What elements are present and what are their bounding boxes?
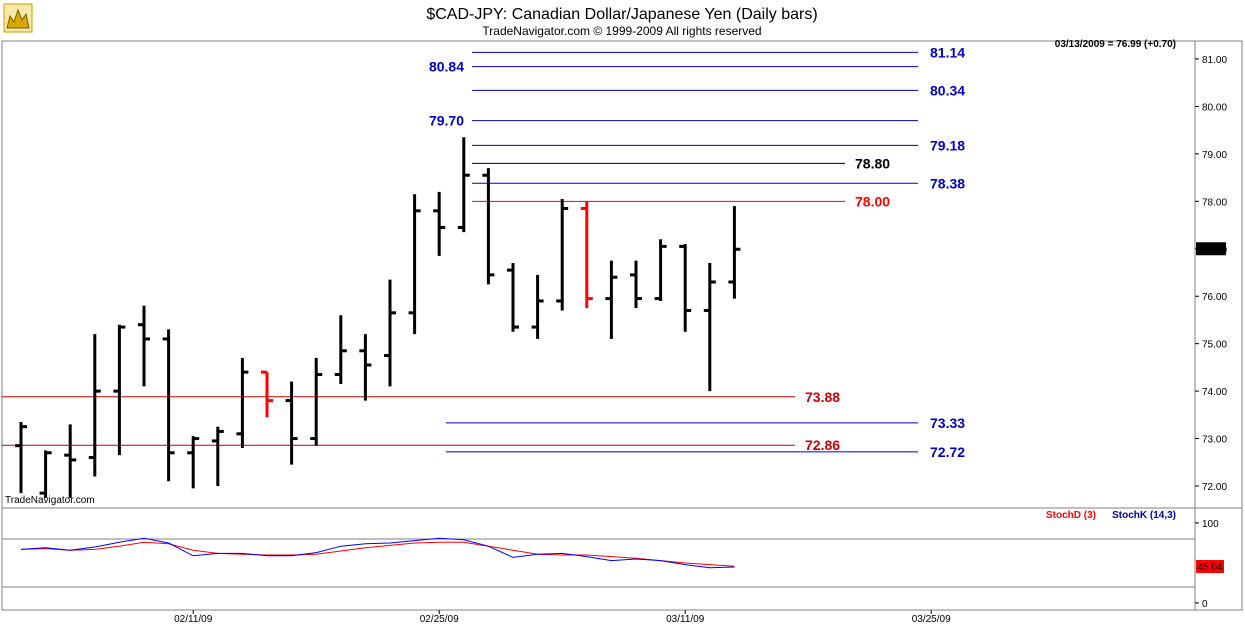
price-tick-label: 80.00 bbox=[1202, 102, 1227, 113]
date-tick-label: 03/25/09 bbox=[912, 614, 951, 625]
ohlc-bar bbox=[64, 424, 77, 498]
price-tick-label: 79.00 bbox=[1202, 150, 1227, 161]
level-label: 79.18 bbox=[930, 137, 965, 153]
date-tick-label: 02/25/09 bbox=[420, 614, 459, 625]
chart-title: $CAD-JPY: Canadian Dollar/Japanese Yen (… bbox=[426, 6, 817, 23]
ohlc-bar bbox=[113, 324, 126, 456]
ohlc-bar bbox=[285, 381, 298, 465]
level-lines: 81.14 80.84 80.34 79.70 79.18 78.80 78.38 78.00… bbox=[2, 44, 965, 460]
ohlc-bar bbox=[580, 201, 593, 309]
ohlc-bar bbox=[654, 239, 667, 301]
date-tick-label: 02/11/09 bbox=[174, 614, 213, 625]
ohlc-bar bbox=[630, 260, 642, 309]
ohlc-bar bbox=[236, 357, 249, 449]
ohlc-bars bbox=[15, 137, 741, 498]
ohlc-bar bbox=[310, 357, 323, 446]
ohlc-bar bbox=[408, 194, 421, 335]
stoch-axis-area bbox=[1194, 507, 1243, 611]
stoch-current-marker: 45.04 bbox=[1196, 560, 1224, 573]
ohlc-bar bbox=[88, 334, 101, 477]
price-plot-area bbox=[1, 40, 1196, 509]
ohlc-bar bbox=[211, 426, 224, 486]
ohlc-bar bbox=[531, 274, 544, 339]
level-label: 80.84 bbox=[429, 59, 464, 75]
level-label: 78.00 bbox=[855, 193, 890, 209]
price-panel: 72.0073.0074.0075.0076.0077.0078.0079.00… bbox=[1, 39, 1243, 509]
ohlc-bar bbox=[703, 263, 716, 392]
stoch-series-line bbox=[20, 537, 735, 569]
ohlc-bar bbox=[482, 168, 495, 285]
stoch-axis-ticks: 0 100 bbox=[2, 519, 1219, 610]
price-tick-label: 81.00 bbox=[1202, 55, 1227, 66]
price-tick-label: 76.00 bbox=[1202, 292, 1227, 303]
last-quote-label: 03/13/2009 = 76.99 (+0.70) bbox=[1055, 39, 1176, 50]
ohlc-bar bbox=[728, 206, 741, 299]
stoch-k-legend: StochK (14,3) bbox=[1112, 510, 1176, 521]
stoch-tick-label: 0 bbox=[1202, 599, 1208, 610]
ohlc-bar bbox=[605, 260, 618, 339]
date-tick-label: 03/11/09 bbox=[666, 614, 705, 625]
chart-copyright: TradeNavigator.com © 1999-2009 All right… bbox=[482, 24, 761, 38]
level-label: 78.38 bbox=[930, 175, 965, 191]
stoch-series-line bbox=[20, 541, 735, 567]
level-label: 72.72 bbox=[930, 444, 965, 460]
level-label: 78.80 bbox=[855, 155, 890, 171]
price-tick-label: 75.00 bbox=[1202, 340, 1227, 351]
ohlc-bar bbox=[334, 315, 347, 384]
ohlc-bar bbox=[556, 198, 569, 311]
stoch-d-legend: StochD (3) bbox=[1046, 510, 1096, 521]
ohlc-bar bbox=[359, 334, 372, 401]
ohlc-bar bbox=[261, 370, 273, 418]
ohlc-bar bbox=[39, 450, 52, 498]
stoch-current-label: 45.04 bbox=[1197, 562, 1222, 573]
current-price-marker: 76.99 bbox=[1196, 242, 1226, 256]
stoch-tick-label: 100 bbox=[1202, 519, 1219, 530]
current-price-label: 76.99 bbox=[1198, 244, 1223, 255]
date-axis: 02/11/09 02/25/09 03/11/09 03/25/09 bbox=[174, 610, 951, 625]
stochastic-panel: 0 100 StochD (3) StochK (14,3) 45.04 bbox=[1, 507, 1243, 611]
ohlc-bar bbox=[384, 279, 396, 387]
ohlc-bar bbox=[138, 305, 150, 387]
app-logo-icon bbox=[3, 3, 33, 33]
ohlc-bar bbox=[507, 263, 519, 332]
ohlc-bar bbox=[162, 329, 175, 482]
price-tick-label: 74.00 bbox=[1202, 387, 1227, 398]
level-label: 73.33 bbox=[930, 415, 965, 431]
ohlc-bar bbox=[457, 137, 470, 233]
ohlc-bar bbox=[679, 244, 692, 332]
level-label: 81.14 bbox=[930, 44, 965, 60]
level-label: 73.88 bbox=[805, 389, 840, 405]
price-axis-area bbox=[1194, 40, 1243, 509]
ohlc-bar bbox=[15, 421, 27, 494]
price-tick-label: 73.00 bbox=[1202, 435, 1227, 446]
watermark-label: TradeNavigator.com bbox=[5, 495, 95, 506]
level-label: 79.70 bbox=[429, 113, 464, 129]
ohlc-bar bbox=[433, 191, 446, 256]
level-label: 80.34 bbox=[930, 82, 965, 98]
ohlc-bar bbox=[187, 436, 200, 489]
stoch-lines bbox=[20, 537, 735, 569]
price-tick-label: 78.00 bbox=[1202, 197, 1227, 208]
level-label: 72.86 bbox=[805, 437, 840, 453]
price-tick-label: 72.00 bbox=[1202, 482, 1227, 493]
